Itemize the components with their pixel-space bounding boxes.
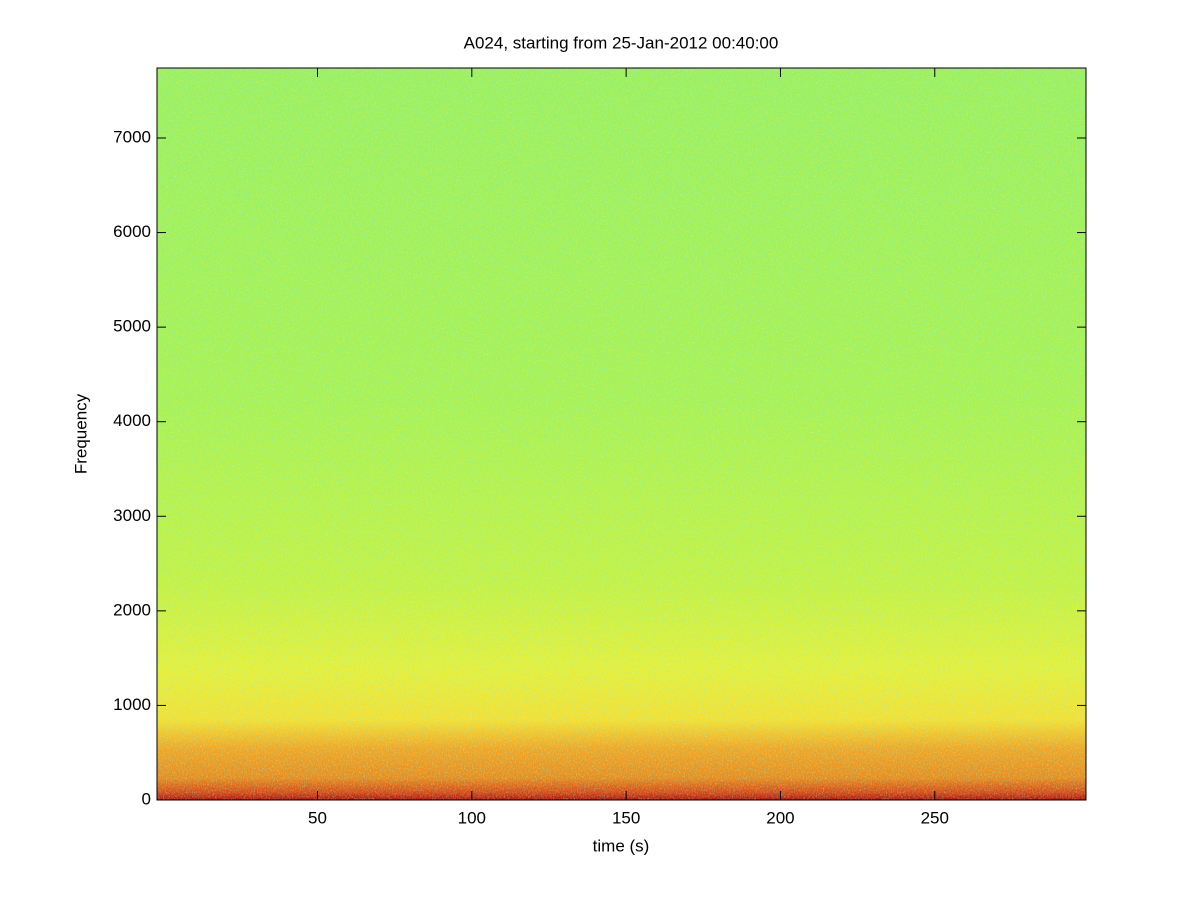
x-tick-label: 200 — [766, 808, 794, 827]
y-tick-label: 2000 — [113, 600, 151, 619]
y-tick-label: 5000 — [113, 317, 151, 336]
plot-frame — [156, 67, 1087, 801]
y-tick-label: 6000 — [113, 222, 151, 241]
x-tick-label: 250 — [921, 808, 949, 827]
y-tick-label: 0 — [142, 789, 151, 808]
y-tick-label: 3000 — [113, 506, 151, 525]
chart-title: A024, starting from 25-Jan-2012 00:40:00 — [464, 33, 779, 52]
y-tick-label: 4000 — [113, 411, 151, 430]
x-axis-label: time (s) — [593, 836, 650, 855]
x-tick-label: 50 — [308, 808, 327, 827]
x-tick-label: 150 — [612, 808, 640, 827]
y-tick-label: 7000 — [113, 127, 151, 146]
spectrogram-image — [157, 68, 1086, 800]
y-axis-label: Frequency — [71, 393, 90, 474]
x-tick-label: 100 — [458, 808, 486, 827]
y-tick-label: 1000 — [113, 695, 151, 714]
